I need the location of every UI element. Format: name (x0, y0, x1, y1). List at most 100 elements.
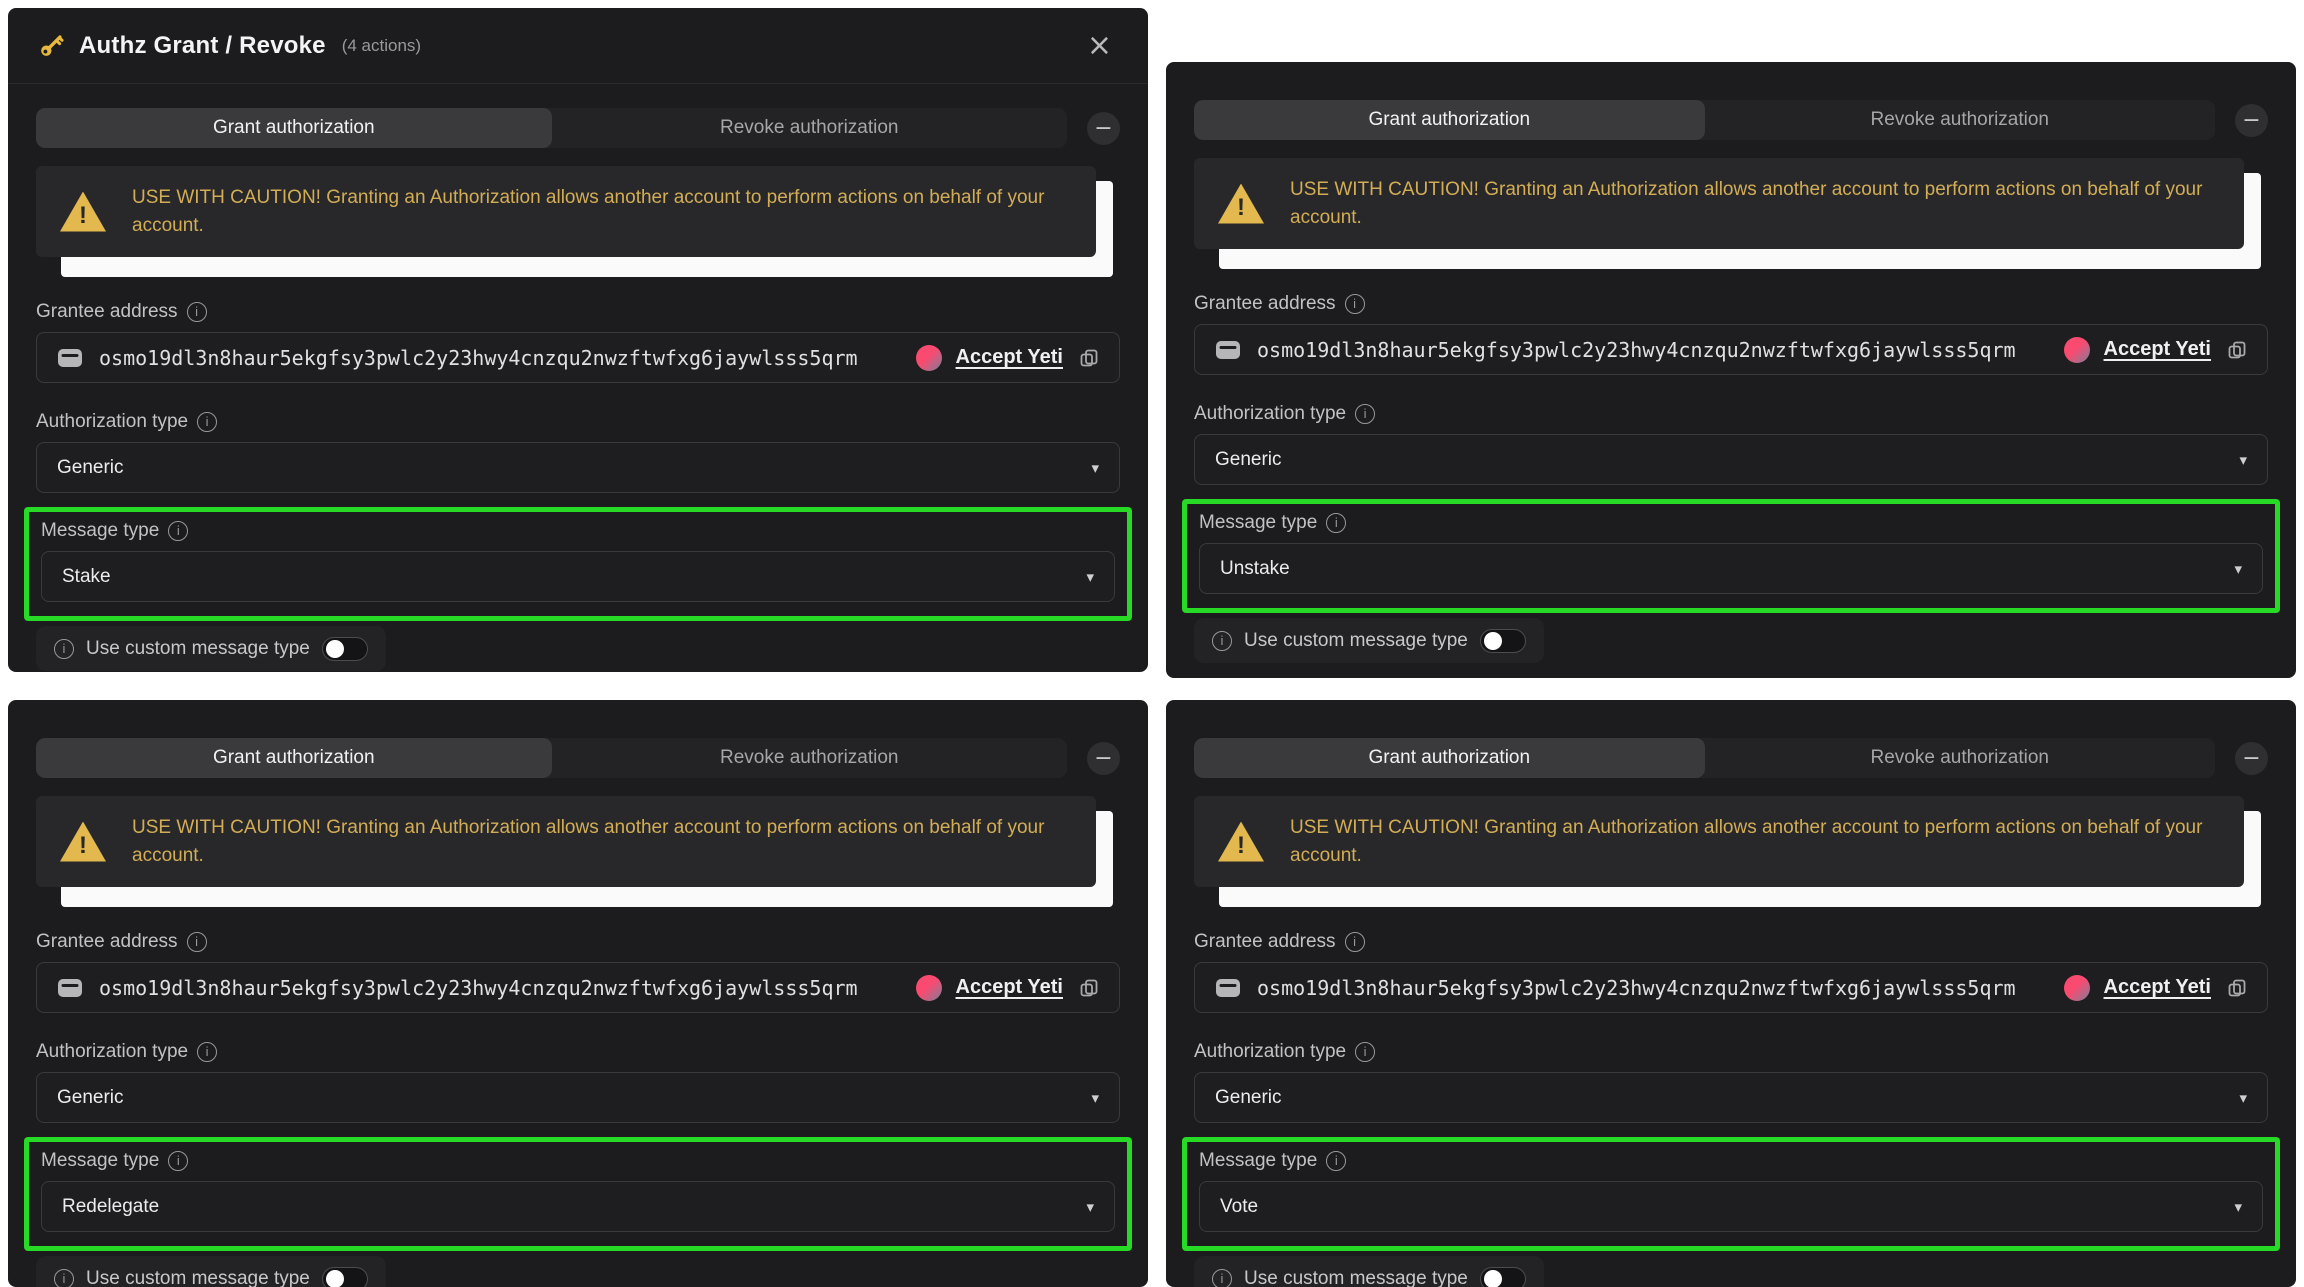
grantee-address-input[interactable]: osmo19dl3n8haur5ekgfsy3pwlc2y23hwy4cnzqu… (1194, 324, 2268, 376)
info-icon[interactable]: i (1344, 294, 1365, 315)
grantee-name-link[interactable]: Accept Yeti (2103, 976, 2211, 999)
info-icon[interactable]: i (186, 932, 207, 953)
copy-address-button[interactable] (2227, 978, 2247, 998)
message-type-value: Unstake (1220, 557, 1290, 579)
grantee-address-label: Grantee address (1194, 293, 1336, 315)
message-type-field-group: Message type i Unstake ▾ (1199, 512, 2263, 595)
grantee-address-input[interactable]: osmo19dl3n8haur5ekgfsy3pwlc2y23hwy4cnzqu… (1194, 962, 2268, 1014)
info-icon[interactable]: i (1212, 1268, 1232, 1287)
authz-modal-redelegate: Grant authorization Revoke authorization… (8, 700, 1148, 1287)
authorization-type-select[interactable]: Generic ▾ (36, 442, 1120, 494)
authorization-type-value: Generic (1215, 448, 1282, 470)
collapse-action-button[interactable]: − (2235, 103, 2268, 137)
modal-body: Grant authorization Revoke authorization… (8, 108, 1148, 672)
copy-icon (2227, 978, 2247, 998)
custom-message-toggle-switch[interactable] (321, 636, 368, 661)
grantee-address-label: Grantee address (36, 931, 178, 953)
modal-body: Grant authorization Revoke authorization… (8, 738, 1148, 1287)
warning-triangle-icon: ! (60, 191, 106, 232)
message-type-field-group: Message type i Redelegate ▾ (41, 1150, 1115, 1233)
message-type-field-group: Message type i Stake ▾ (41, 520, 1115, 603)
chevron-down-icon: ▾ (2239, 1088, 2247, 1107)
authorization-type-field-group: Authorization type i Generic ▾ (36, 411, 1120, 494)
info-icon[interactable]: i (197, 412, 218, 433)
info-icon[interactable]: i (1326, 1151, 1347, 1172)
info-icon[interactable]: i (168, 521, 189, 542)
warning-text: USE WITH CAUTION! Granting an Authorizat… (132, 187, 1045, 236)
authorization-type-select[interactable]: Generic ▾ (36, 1072, 1120, 1124)
grantee-address-label-row: Grantee address i (36, 931, 1120, 953)
minus-icon: − (2242, 107, 2261, 133)
message-type-highlight: Message type i Unstake ▾ (1182, 499, 2280, 614)
tab-grant-authorization[interactable]: Grant authorization (36, 108, 552, 148)
collapse-action-button[interactable]: − (1087, 741, 1120, 775)
collapse-action-button[interactable]: − (2235, 741, 2268, 775)
close-button[interactable]: × (1081, 29, 1118, 63)
info-icon[interactable]: i (1355, 1042, 1376, 1063)
grantee-name-link[interactable]: Accept Yeti (955, 346, 1063, 369)
info-icon[interactable]: i (1212, 630, 1232, 651)
copy-address-button[interactable] (2227, 340, 2247, 360)
authorization-type-label: Authorization type (36, 1041, 189, 1063)
message-type-field-group: Message type i Vote ▾ (1199, 1150, 2263, 1233)
warning-box: ! USE WITH CAUTION! Granting an Authoriz… (1194, 796, 2244, 888)
modal-body: Grant authorization Revoke authorization… (1166, 738, 2296, 1287)
grantee-address-input[interactable]: osmo19dl3n8haur5ekgfsy3pwlc2y23hwy4cnzqu… (36, 962, 1120, 1014)
copy-address-button[interactable] (1079, 348, 1099, 368)
collapse-action-button[interactable]: − (1087, 111, 1120, 145)
tab-revoke-authorization[interactable]: Revoke authorization (552, 738, 1068, 778)
message-type-select[interactable]: Redelegate ▾ (41, 1181, 1115, 1233)
tab-revoke-authorization[interactable]: Revoke authorization (1705, 100, 2216, 140)
toggle-knob (325, 1269, 344, 1287)
grantee-address-value: osmo19dl3n8haur5ekgfsy3pwlc2y23hwy4cnzqu… (1257, 975, 2016, 1000)
warning-triangle-icon: ! (1218, 821, 1264, 862)
message-type-highlight: Message type i Redelegate ▾ (24, 1137, 1132, 1252)
grantee-address-label: Grantee address (1194, 931, 1336, 953)
info-icon[interactable]: i (54, 638, 74, 659)
info-icon[interactable]: i (186, 302, 207, 323)
custom-message-toggle-switch[interactable] (1479, 628, 1526, 653)
message-type-select[interactable]: Unstake ▾ (1199, 543, 2263, 595)
message-type-select[interactable]: Vote ▾ (1199, 1181, 2263, 1233)
authorization-type-label-row: Authorization type i (36, 1041, 1120, 1063)
info-icon[interactable]: i (1344, 932, 1365, 953)
custom-message-toggle-label: Use custom message type (1244, 629, 1468, 651)
warning-text: USE WITH CAUTION! Granting an Authorizat… (1290, 817, 2203, 866)
tab-revoke-authorization[interactable]: Revoke authorization (1705, 738, 2216, 778)
custom-message-toggle-row: i Use custom message type (36, 626, 386, 672)
authorization-type-label: Authorization type (1194, 403, 1347, 425)
info-icon[interactable]: i (168, 1151, 189, 1172)
info-icon[interactable]: i (54, 1268, 74, 1287)
authorization-type-label-row: Authorization type i (1194, 403, 2268, 425)
tab-grant-authorization[interactable]: Grant authorization (1194, 100, 1705, 140)
wallet-icon (1215, 339, 1241, 361)
message-type-select[interactable]: Stake ▾ (41, 551, 1115, 603)
tab-grant-authorization[interactable]: Grant authorization (1194, 738, 1705, 778)
tab-bar: Grant authorization Revoke authorization (1194, 738, 2215, 778)
authorization-type-label-row: Authorization type i (1194, 1041, 2268, 1063)
info-icon[interactable]: i (1355, 404, 1376, 425)
authorization-type-select[interactable]: Generic ▾ (1194, 1072, 2268, 1124)
copy-address-button[interactable] (1079, 978, 1099, 998)
grantee-name-link[interactable]: Accept Yeti (2103, 338, 2211, 361)
message-type-value: Stake (62, 565, 111, 587)
tab-bar: Grant authorization Revoke authorization (1194, 100, 2215, 140)
key-icon (38, 32, 65, 59)
tab-grant-authorization[interactable]: Grant authorization (36, 738, 552, 778)
grantee-address-value: osmo19dl3n8haur5ekgfsy3pwlc2y23hwy4cnzqu… (1257, 337, 2016, 362)
custom-message-toggle-row: i Use custom message type (1194, 618, 1544, 664)
custom-message-toggle-switch[interactable] (1479, 1266, 1526, 1287)
grantee-address-input[interactable]: osmo19dl3n8haur5ekgfsy3pwlc2y23hwy4cnzqu… (36, 332, 1120, 384)
toggle-knob (1483, 1269, 1502, 1287)
warning-text: USE WITH CAUTION! Granting an Authorizat… (1290, 179, 2203, 228)
info-icon[interactable]: i (197, 1042, 218, 1063)
grantee-address-label-row: Grantee address i (1194, 293, 2268, 315)
grantee-name-link[interactable]: Accept Yeti (955, 976, 1063, 999)
authorization-type-select[interactable]: Generic ▾ (1194, 434, 2268, 486)
grantee-address-value: osmo19dl3n8haur5ekgfsy3pwlc2y23hwy4cnzqu… (99, 975, 858, 1000)
tab-revoke-authorization[interactable]: Revoke authorization (552, 108, 1068, 148)
custom-message-toggle-switch[interactable] (321, 1266, 368, 1287)
warning-exclaim: ! (79, 832, 87, 860)
info-icon[interactable]: i (1326, 513, 1347, 534)
authorization-type-field-group: Authorization type i Generic ▾ (1194, 403, 2268, 486)
